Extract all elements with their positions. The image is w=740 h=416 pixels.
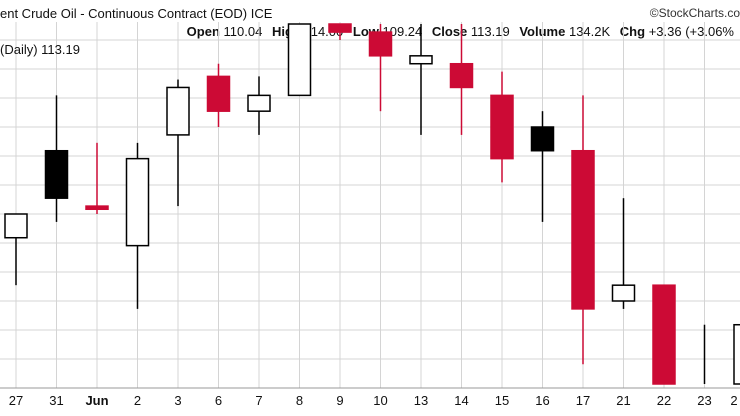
x-tick-label: 6 <box>215 393 222 408</box>
candle-body <box>287 23 312 97</box>
candle-body <box>652 284 676 385</box>
x-tick-label: 17 <box>576 393 590 408</box>
candle-body <box>4 213 28 239</box>
x-tick-label: 7 <box>255 393 262 408</box>
candle <box>571 95 595 365</box>
candle-body <box>571 149 595 310</box>
x-tick-label: 13 <box>414 393 428 408</box>
candle-body <box>490 94 514 160</box>
x-tick-label: 15 <box>495 393 509 408</box>
candle <box>449 24 474 135</box>
close-value: 113.19 <box>470 24 510 39</box>
candle <box>611 198 636 309</box>
candle <box>125 142 150 309</box>
candle-body <box>328 23 352 33</box>
candle <box>206 63 231 127</box>
x-tick-label: 8 <box>296 393 303 408</box>
open-label: Open <box>186 24 220 39</box>
x-tick-label: 3 <box>174 393 181 408</box>
candle-body <box>125 157 150 247</box>
close-label: Close <box>431 24 468 39</box>
candle-body <box>206 75 231 112</box>
candle <box>328 23 352 40</box>
candle-body <box>449 62 474 89</box>
open-value: 110.04 <box>223 24 263 39</box>
candle <box>530 111 555 222</box>
x-tick-label: Jun <box>85 393 108 408</box>
volume-value: 134.2K <box>568 24 611 39</box>
x-tick-label: 27 <box>9 393 23 408</box>
grid <box>0 22 740 389</box>
x-tick-label: 2 <box>134 393 141 408</box>
x-tick-label: 9 <box>336 393 343 408</box>
x-tick-label: 22 <box>657 393 671 408</box>
candle <box>4 213 28 286</box>
candle <box>733 323 740 385</box>
candle <box>247 76 271 135</box>
chart-title: ent Crude Oil - Continuous Contract (EOD… <box>0 6 273 21</box>
candle <box>44 95 69 222</box>
candle <box>368 24 393 112</box>
candle-body <box>409 55 433 65</box>
low-value: 109.24 <box>382 24 423 39</box>
x-tick-label: 23 <box>697 393 711 408</box>
x-tick-label: 21 <box>616 393 630 408</box>
candle-body <box>733 323 740 385</box>
candle-body <box>368 31 393 57</box>
x-tick-label: 14 <box>454 393 468 408</box>
stockcharts-watermark: ©StockCharts.co <box>649 6 740 20</box>
candle <box>490 71 514 183</box>
candle <box>85 142 109 214</box>
ohlc-readout: Open 110.04 High 114.00 Low 109.24 Close… <box>187 24 740 39</box>
candle <box>287 23 312 97</box>
title-bar: ent Crude Oil - Continuous Contract (EOD… <box>0 0 740 22</box>
candles <box>4 23 740 385</box>
x-tick-label: 2 <box>730 393 737 408</box>
candle <box>409 24 433 135</box>
candle-body <box>85 205 109 211</box>
chg-label: Chg <box>619 24 646 39</box>
legend-label: (Daily) 113.19 <box>0 42 80 57</box>
candle <box>166 79 190 207</box>
x-tick-label: 16 <box>535 393 549 408</box>
candle <box>703 324 706 384</box>
candle-body <box>611 284 636 302</box>
x-tick-label: 10 <box>373 393 387 408</box>
candle-body <box>44 149 69 199</box>
candle-body <box>166 86 190 136</box>
chg-value: +3.36 (+3.06% <box>648 24 734 39</box>
candle-body <box>530 126 555 152</box>
candle <box>652 284 676 385</box>
x-axis-labels: 27 31 Jun 2 3 6 7 8 9 10 13 14 15 16 17 21 22 23 2 <box>9 393 738 408</box>
candle-body <box>247 94 271 112</box>
x-tick-label: 31 <box>49 393 63 408</box>
